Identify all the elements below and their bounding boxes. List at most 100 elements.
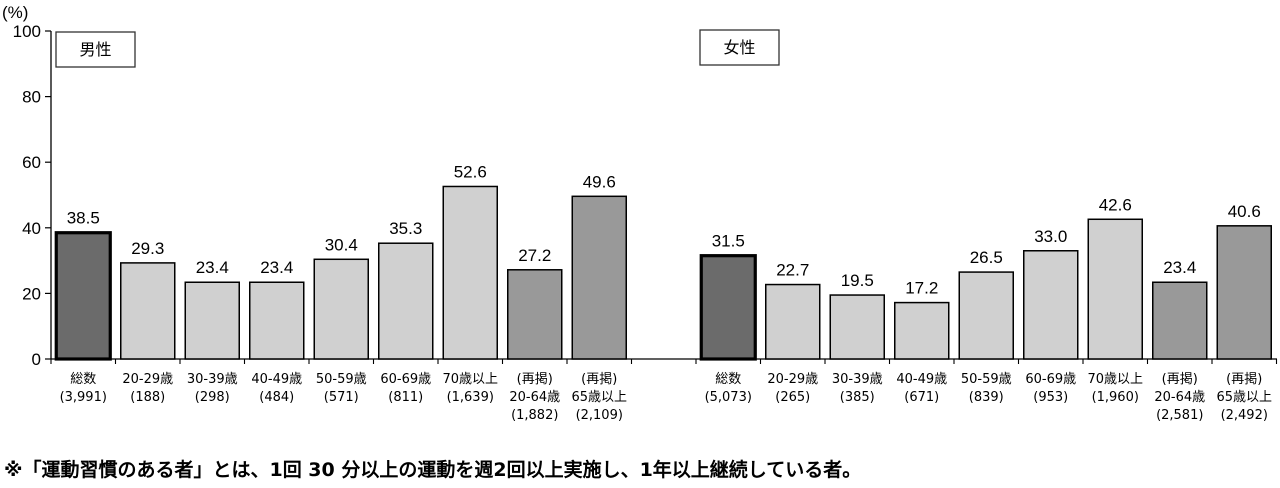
category-label: 65歳以上 (571, 390, 627, 405)
bar-chart: (%) 0 20 40 60 80 100 男性 38.5 総数 (3,991) 29.3 20-29歳… (2, 3, 1278, 423)
panel-label: 女性 (723, 38, 755, 57)
category-n-label: (484) (259, 390, 294, 405)
bar-group: 19.5 30-39歳 (385) (829, 271, 885, 405)
bar-value-label: 30.4 (325, 235, 358, 254)
bar (378, 242, 434, 360)
category-n-label: (1,882) (511, 408, 558, 423)
bar-group: 40.6 (再掲) 65歳以上 (2,492) (1216, 202, 1272, 423)
y-tick-label: 0 (32, 350, 41, 369)
category-label: (再掲) (1226, 371, 1262, 387)
bar-group: 49.6 (再掲) 65歳以上 (2,109) (571, 172, 627, 423)
bar (699, 254, 757, 361)
bar (249, 281, 305, 360)
bar-group: 31.5 総数 (5,073) (699, 232, 757, 405)
bar-group: 23.4 (再掲) 20-64歳 (2,581) (1152, 258, 1208, 423)
bar (829, 294, 885, 360)
bar-value-label: 29.3 (131, 239, 164, 258)
panel-label-box (699, 29, 780, 66)
bar-group: 38.5 総数 (3,991) (54, 209, 112, 405)
bar-value-label: 23.4 (260, 258, 293, 277)
category-label: 70歳以上 (1087, 372, 1143, 387)
bar-value-label: 31.5 (712, 232, 745, 251)
category-n-label: (1,639) (447, 390, 494, 405)
bar-value-label: 33.0 (1034, 227, 1067, 246)
bar (894, 301, 950, 360)
category-n-label: (188) (130, 390, 165, 405)
bar-value-label: 52.6 (454, 162, 487, 181)
bar-value-label: 42.6 (1099, 195, 1132, 214)
y-tick-label: 40 (22, 219, 41, 238)
category-label: 総数 (715, 372, 741, 387)
bar-value-label: 35.3 (389, 219, 422, 238)
bar-group: 22.7 20-29歳 (265) (765, 261, 821, 405)
category-n-label: (2,109) (576, 408, 623, 423)
y-tick-label: 80 (22, 88, 41, 107)
bar-group: 23.4 30-39歳 (298) (184, 258, 240, 405)
y-axis-label: (%) (2, 3, 28, 22)
category-label: 総数 (70, 372, 96, 387)
bar-group: 33.0 60-69歳 (953) (1023, 227, 1079, 405)
category-label: 20-29歳 (122, 372, 173, 387)
bar (54, 231, 112, 361)
y-tick-label: 60 (22, 153, 41, 172)
category-n-label: (571) (324, 390, 359, 405)
category-label: 50-59歳 (316, 372, 367, 387)
category-n-label: (953) (1033, 390, 1068, 405)
bar-group: 17.2 40-49歳 (671) (894, 279, 950, 405)
bar-value-label: 26.5 (970, 248, 1003, 267)
category-label: (再掲) (581, 371, 617, 387)
category-n-label: (811) (388, 390, 423, 405)
bar (507, 269, 563, 360)
category-label: (再掲) (517, 371, 553, 387)
bar-value-label: 38.5 (67, 209, 100, 228)
bar-value-label: 40.6 (1228, 202, 1261, 221)
bar-group: 30.4 50-59歳 (571) (313, 235, 369, 405)
category-n-label: (671) (904, 390, 939, 405)
bar (442, 185, 498, 360)
bar-value-label: 23.4 (1163, 258, 1196, 277)
category-label: 50-59歳 (961, 372, 1012, 387)
bar (1152, 281, 1208, 360)
category-n-label: (298) (195, 390, 230, 405)
category-n-label: (5,073) (705, 390, 752, 405)
bar (1023, 250, 1079, 360)
category-n-label: (2,581) (1156, 408, 1203, 423)
bar (765, 283, 821, 360)
bar-value-label: 23.4 (196, 258, 229, 277)
bar-value-label: 19.5 (841, 271, 874, 290)
bar (184, 281, 240, 360)
category-label: 40-49歳 (896, 372, 947, 387)
bar (571, 195, 627, 360)
category-label: 20-29歳 (767, 372, 818, 387)
category-label: 30-39歳 (187, 372, 238, 387)
category-label: 20-64歳 (1154, 390, 1205, 405)
bar-group: 23.4 40-49歳 (484) (249, 258, 305, 405)
panel-label: 男性 (79, 40, 111, 59)
category-label: 70歳以上 (442, 372, 498, 387)
bar (958, 271, 1014, 360)
category-label: (再掲) (1162, 371, 1198, 387)
category-n-label: (385) (840, 390, 875, 405)
bar-value-label: 22.7 (776, 261, 809, 280)
category-n-label: (1,960) (1092, 390, 1139, 405)
y-tick-label: 20 (22, 284, 41, 303)
bar-value-label: 49.6 (583, 172, 616, 191)
panel-female: 女性 31.5 総数 (5,073) 22.7 20-29歳 (265) 19.5 30-39歳… (699, 29, 1272, 423)
category-label: 60-69歳 (380, 372, 431, 387)
bar-value-label: 17.2 (905, 279, 938, 298)
y-tick-label: 100 (13, 22, 41, 41)
bar (1216, 225, 1272, 360)
category-label: 40-49歳 (251, 372, 302, 387)
category-n-label: (839) (969, 390, 1004, 405)
panel-male: 男性 38.5 総数 (3,991) 29.3 20-29歳 (188) 23.4 30-39歳… (54, 31, 627, 423)
bar-group: 27.2 (再掲) 20-64歳 (1,882) (507, 246, 563, 423)
bar-group: 29.3 20-29歳 (188) (120, 239, 176, 405)
bar-value-label: 27.2 (518, 246, 551, 265)
bar-group: 35.3 60-69歳 (811) (378, 219, 434, 405)
category-n-label: (3,991) (60, 390, 107, 405)
category-label: 60-69歳 (1025, 372, 1076, 387)
category-n-label: (265) (775, 390, 810, 405)
panel-label-box (55, 31, 136, 68)
bar (120, 262, 176, 360)
bar-group: 42.6 70歳以上 (1,960) (1087, 195, 1143, 405)
